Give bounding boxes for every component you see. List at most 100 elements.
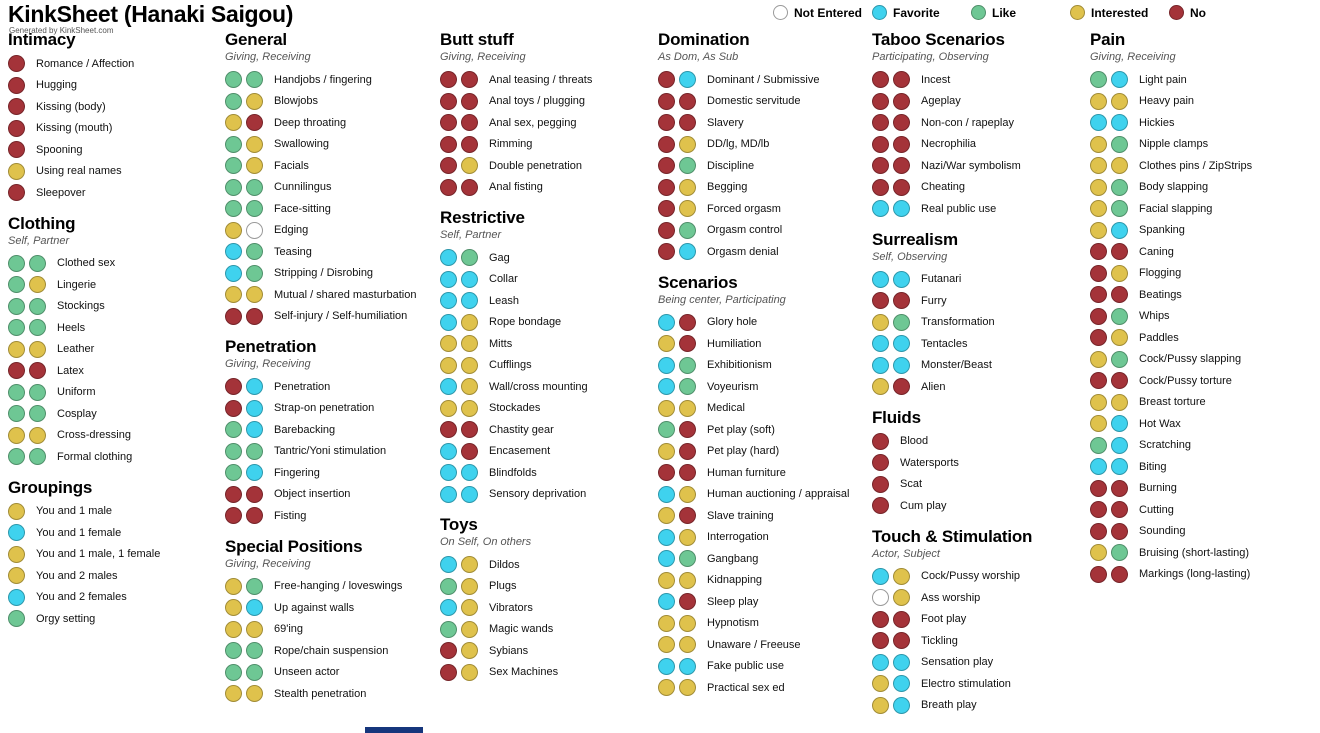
kink-item: Leather <box>8 339 223 361</box>
kink-item: Non-con / rapeplay <box>872 112 1087 134</box>
rating-dot-not-entered <box>773 5 788 20</box>
section-butt-stuff: Butt stuff Giving, Receiving Anal teasing … <box>440 30 655 198</box>
kink-label: Non-con / rapeplay <box>921 116 1014 129</box>
rating-dot-no <box>658 178 675 196</box>
rating-dot-like <box>246 178 263 196</box>
rating-dot-favorite <box>461 485 478 503</box>
kink-item: Self-injury / Self-humiliation <box>225 306 440 328</box>
rating-dot-no <box>893 378 910 396</box>
rating-dot-favorite <box>246 464 263 482</box>
kink-item: Tentacles <box>872 333 1087 355</box>
rating-dot-no <box>872 454 889 472</box>
kink-label: Dildos <box>489 558 520 571</box>
section-subtitle: Self, Observing <box>872 250 948 263</box>
rating-dot-no <box>1111 501 1128 519</box>
rating-dot-like <box>8 610 25 628</box>
rating-dot-interested <box>872 313 889 331</box>
kink-label: Fake public use <box>707 660 785 673</box>
kink-label: Blowjobs <box>274 95 319 108</box>
kink-label: Uniform <box>57 386 96 399</box>
kink-label: Chastity gear <box>489 423 554 436</box>
kink-label: Anal fisting <box>489 181 543 194</box>
kink-label: Orgasm control <box>707 224 783 237</box>
rating-dot-no <box>246 307 263 325</box>
column-5: Taboo Scenarios Participating, Observing I… <box>872 30 1087 726</box>
rating-dot-favorite <box>1111 415 1128 433</box>
rating-dot-interested <box>246 135 263 153</box>
kink-item: Sex Machines <box>440 662 655 684</box>
kink-label: Edging <box>274 224 309 237</box>
column-3: Butt stuff Giving, Receiving Anal teasing … <box>440 30 655 693</box>
kink-item: You and 2 females <box>8 587 223 609</box>
kink-item: Fisting <box>225 505 440 527</box>
rating-dot-no <box>225 485 242 503</box>
kink-item: Cheating <box>872 177 1087 199</box>
rating-dot-favorite <box>440 556 457 574</box>
section-touch-stimulation: Touch & Stimulation Actor, Subject Cock/Pu… <box>872 527 1087 717</box>
kink-label: Sensation play <box>921 656 994 669</box>
kink-label: Hickies <box>1139 116 1175 129</box>
rating-dot-interested <box>679 135 696 153</box>
rating-dot-like <box>8 319 25 337</box>
kink-label: Leash <box>489 294 519 307</box>
kink-label: Leather <box>57 343 95 356</box>
kink-label: Cunnilingus <box>274 181 332 194</box>
kink-label: Furry <box>921 294 947 307</box>
rating-dot-like <box>225 200 242 218</box>
kink-label: Cross-dressing <box>57 429 131 442</box>
rating-dot-interested <box>461 556 478 574</box>
rating-dot-no <box>461 92 478 110</box>
kink-label: Humiliation <box>707 337 762 350</box>
kink-label: Cock/Pussy worship <box>921 570 1021 583</box>
kink-item: Anal fisting <box>440 177 655 199</box>
kink-label: Stealth penetration <box>274 687 367 700</box>
rating-dot-like <box>440 577 457 595</box>
column-2: General Giving, Receiving Handjobs / finge… <box>225 30 440 715</box>
rating-dot-like <box>971 5 986 20</box>
rating-dot-like <box>246 577 263 595</box>
kink-item: Begging <box>658 177 873 199</box>
rating-dot-interested <box>1090 200 1107 218</box>
rating-dot-favorite <box>246 399 263 417</box>
rating-dot-interested <box>461 620 478 638</box>
kink-label: Pet play (hard) <box>707 445 780 458</box>
rating-dot-favorite <box>461 464 478 482</box>
section-subtitle: Being center, Participating <box>658 293 786 306</box>
section-restrictive: Restrictive Self, Partner Gag Collar Leash Ro… <box>440 208 655 505</box>
rating-dot-no <box>8 184 25 202</box>
rating-dot-favorite <box>658 378 675 396</box>
kink-item: Sensory deprivation <box>440 484 655 506</box>
kink-label: Blood <box>900 435 929 448</box>
rating-dot-interested <box>872 675 889 693</box>
kink-item: Face-sitting <box>225 198 440 220</box>
legend: Not Entered Favorite Like Interested No <box>773 5 1268 20</box>
rating-dot-favorite <box>440 442 457 460</box>
rating-dot-no <box>679 335 696 353</box>
rating-dot-no <box>440 71 457 89</box>
kink-item: Object insertion <box>225 484 440 506</box>
kink-item: Gangbang <box>658 548 873 570</box>
rating-dot-no <box>1090 243 1107 261</box>
rating-dot-interested <box>1111 92 1128 110</box>
rating-dot-no <box>1111 479 1128 497</box>
kink-label: Stockades <box>489 402 541 415</box>
kink-item: Breath play <box>872 695 1087 717</box>
kink-label: Spanking <box>1139 224 1185 237</box>
kink-item: Monster/Beast <box>872 355 1087 377</box>
kink-label: Tickling <box>921 634 958 647</box>
legend-label: Interested <box>1091 5 1149 20</box>
kink-label: Collar <box>489 273 518 286</box>
rating-dot-interested <box>461 642 478 660</box>
section-title: Toys <box>440 515 478 534</box>
rating-dot-like <box>1111 544 1128 562</box>
kink-item: Rimming <box>440 134 655 156</box>
rating-dot-no <box>679 593 696 611</box>
rating-dot-like <box>679 157 696 175</box>
rating-dot-favorite <box>1111 114 1128 132</box>
rating-dot-no <box>461 178 478 196</box>
kink-item: Paddles <box>1090 327 1305 349</box>
kink-item: Spooning <box>8 139 223 161</box>
rating-dot-no <box>1090 479 1107 497</box>
kink-label: Monster/Beast <box>921 359 992 372</box>
rating-dot-like <box>29 448 46 466</box>
